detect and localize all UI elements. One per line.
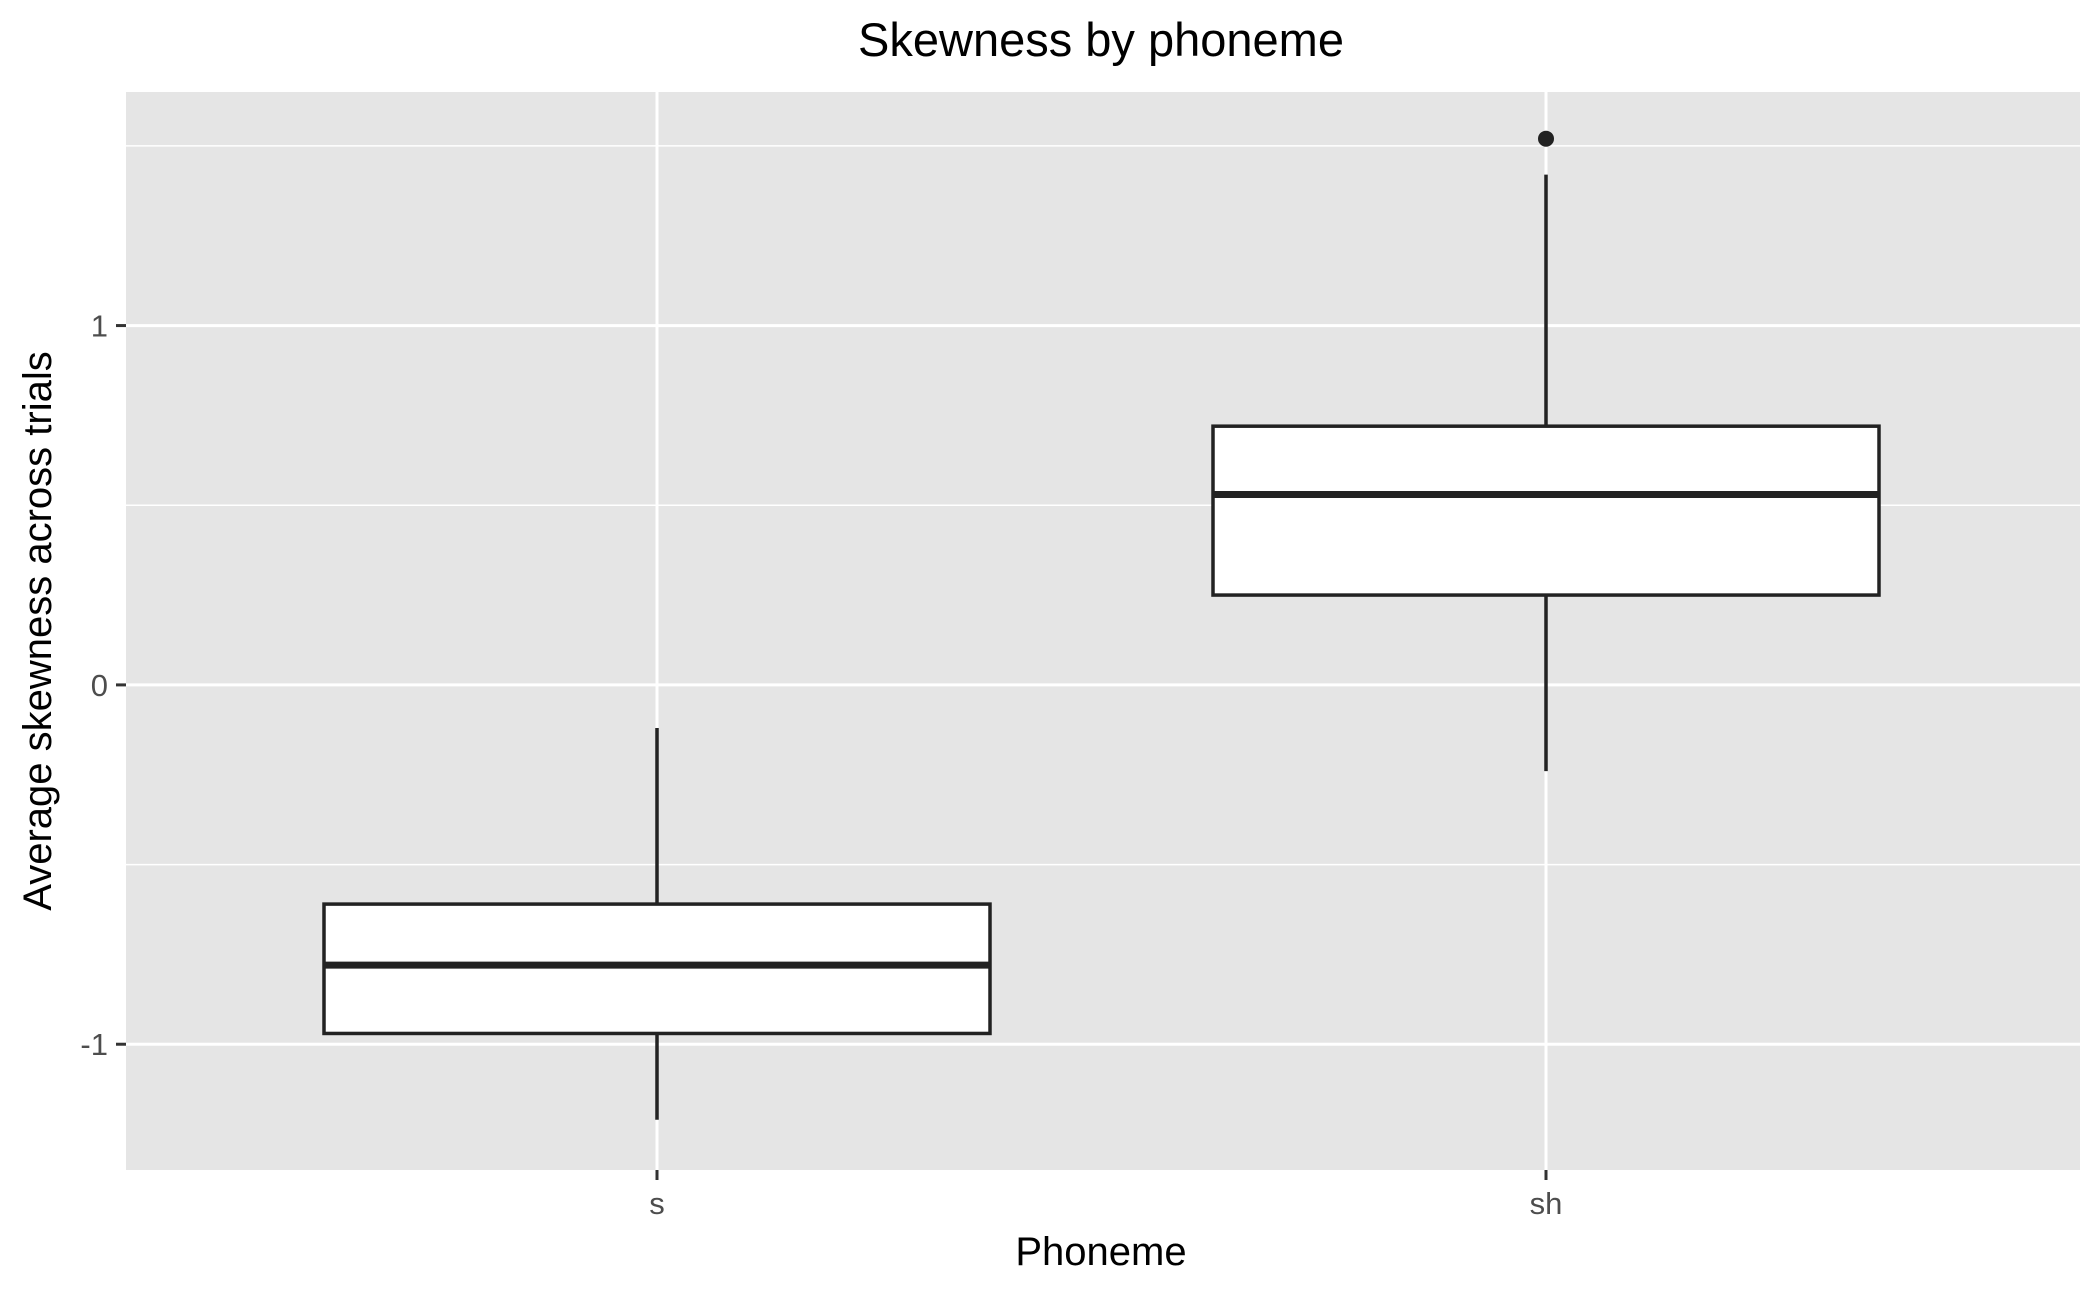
y-tick-label: -1 (80, 1027, 108, 1062)
y-tick-label: 1 (91, 309, 108, 344)
y-axis-title: Average skewness across trials (16, 351, 60, 911)
iqr-box (1211, 424, 1881, 597)
x-axis-title: Phoneme (1015, 1230, 1186, 1274)
box-s (322, 728, 992, 1120)
box-sh (1211, 130, 1881, 772)
x-tick-label: s (649, 1186, 665, 1221)
axis-layer: -1 0 1 s sh (80, 309, 1562, 1221)
chart-title: Skewness by phoneme (858, 13, 1344, 66)
y-tick-label: 0 (91, 668, 108, 703)
outlier-point (1538, 130, 1554, 147)
x-tick-label: sh (1530, 1186, 1563, 1221)
iqr-box (322, 902, 992, 1036)
box-layer (322, 130, 1881, 1120)
